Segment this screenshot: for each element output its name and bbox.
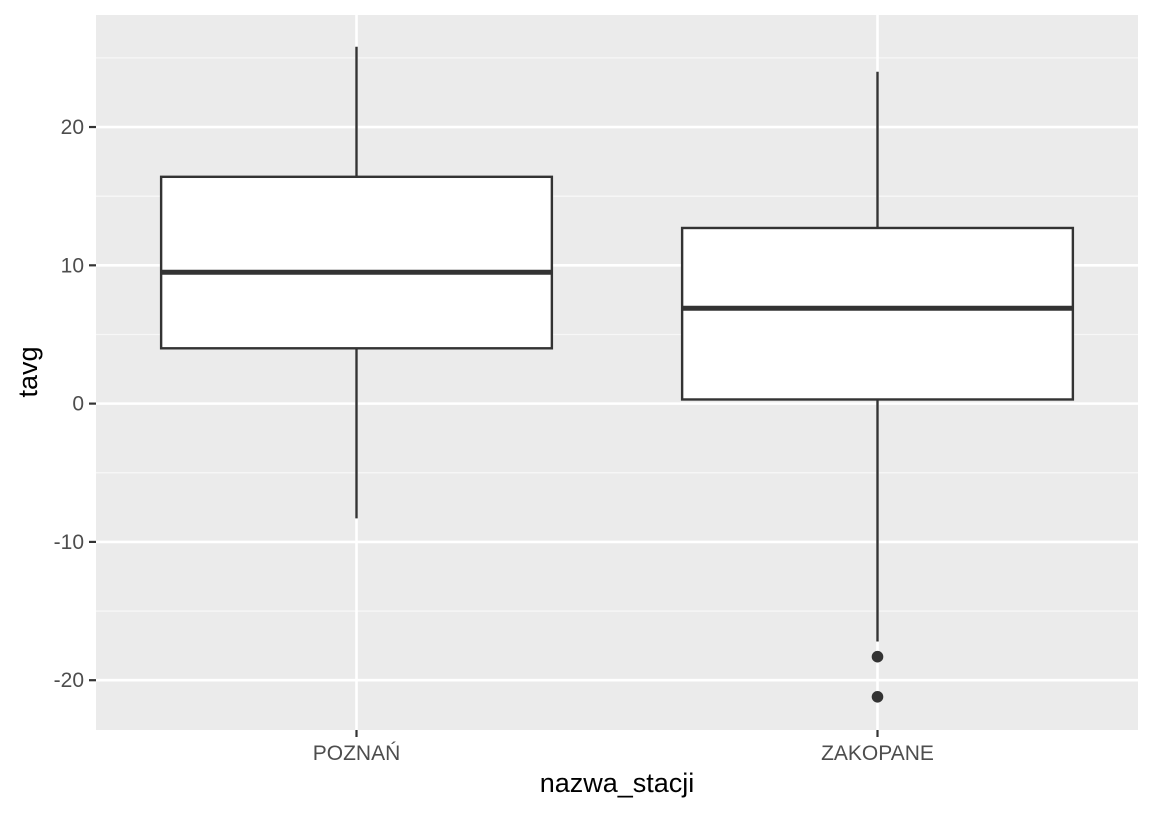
- boxes: [159, 46, 1075, 703]
- x-tick-label: ZAKOPANE: [821, 742, 934, 765]
- axis-ticks: -20 -10 0 10 20 POZNAŃ ZAKOPANE: [54, 116, 934, 765]
- x-axis-title: nazwa_stacji: [540, 768, 695, 798]
- y-axis-title: tavg: [13, 346, 43, 397]
- outlier-point: [871, 650, 884, 663]
- y-tick-label: -20: [54, 669, 84, 692]
- box-iqr: [680, 226, 1075, 401]
- outlier-point: [871, 691, 884, 703]
- box-group: [159, 46, 554, 519]
- y-tick-label: 0: [72, 393, 84, 416]
- y-tick-label: 20: [61, 116, 84, 139]
- y-tick-label: 10: [61, 254, 84, 277]
- x-tick-label: POZNAŃ: [313, 742, 401, 765]
- box-iqr: [159, 175, 554, 350]
- y-tick-label: -10: [54, 531, 84, 554]
- box-group: [680, 71, 1075, 703]
